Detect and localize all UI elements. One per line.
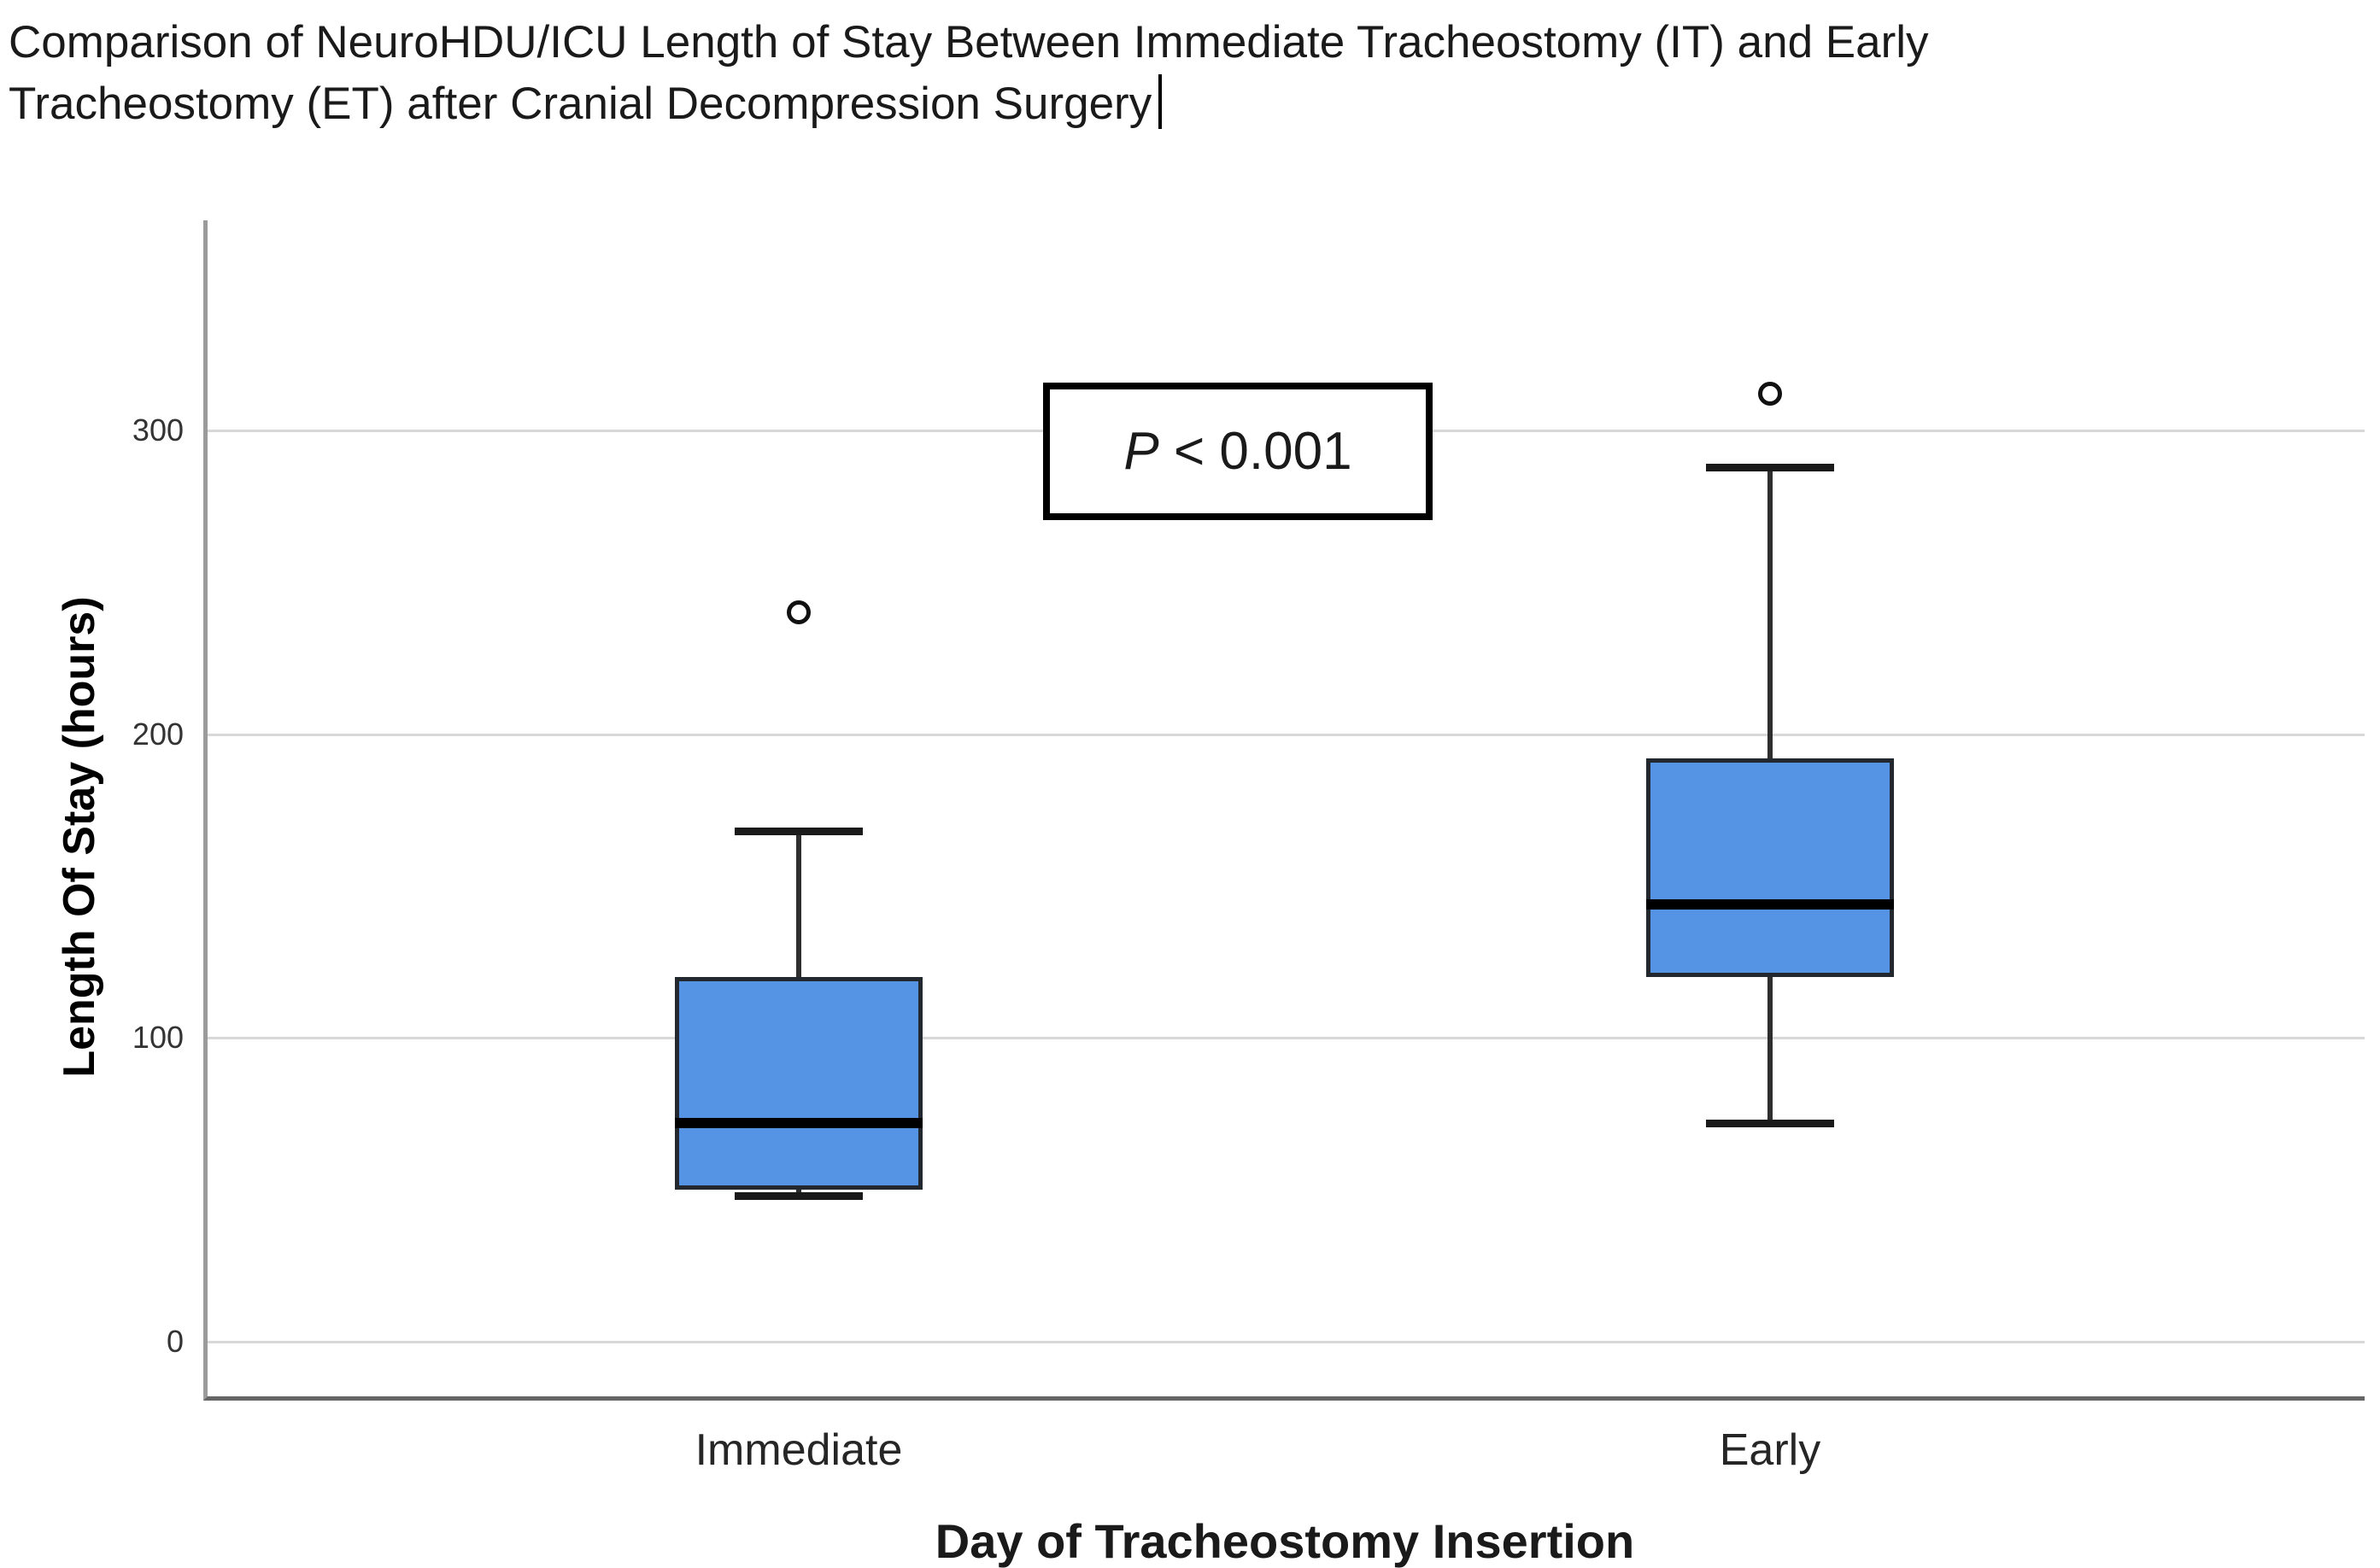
gridline-y-0 — [205, 1341, 2365, 1343]
figure-title[interactable]: Comparison of NeuroHDU/ICU Length of Sta… — [9, 12, 1929, 135]
figure-title-line-2-text: Tracheostomy (ET) after Cranial Decompre… — [9, 79, 1152, 129]
plot-area — [203, 220, 2365, 1401]
p-value-rest: < 0.001 — [1158, 422, 1352, 481]
median-line-Early — [1646, 898, 1894, 910]
iqr-box-Immediate — [675, 977, 923, 1191]
iqr-box-Early — [1646, 758, 1894, 978]
y-tick-label: 100 — [132, 1020, 184, 1056]
x-axis-title: Day of Tracheostomy Insertion — [935, 1514, 1635, 1568]
gridline-y-100 — [205, 1037, 2365, 1040]
y-axis-title: Length Of Stay (hours) — [55, 596, 104, 1078]
y-tick-label: 300 — [132, 412, 184, 448]
figure-title-line-1: Comparison of NeuroHDU/ICU Length of Sta… — [9, 17, 1929, 67]
upper-whisker-cap-Immediate — [735, 828, 863, 836]
outlier-point-Early — [1758, 382, 1782, 407]
y-tick-label: 0 — [166, 1324, 184, 1359]
p-value-text: P < 0.001 — [1123, 421, 1351, 482]
upper-whisker-cap-Early — [1706, 463, 1834, 471]
y-tick-label: 200 — [132, 716, 184, 752]
median-line-Immediate — [675, 1117, 923, 1128]
lower-whisker-cap-Immediate — [735, 1192, 863, 1201]
p-value-annotation: P < 0.001 — [1043, 383, 1433, 520]
x-category-label-Early: Early — [1719, 1425, 1821, 1475]
text-cursor — [1158, 74, 1163, 129]
figure-title-line-2: Tracheostomy (ET) after Cranial Decompre… — [9, 73, 1929, 135]
outlier-point-Immediate — [787, 600, 811, 625]
x-category-label-Immediate: Immediate — [695, 1425, 903, 1475]
gridline-y-200 — [205, 733, 2365, 736]
lower-whisker-cap-Early — [1706, 1119, 1834, 1127]
p-symbol: P — [1123, 422, 1159, 481]
